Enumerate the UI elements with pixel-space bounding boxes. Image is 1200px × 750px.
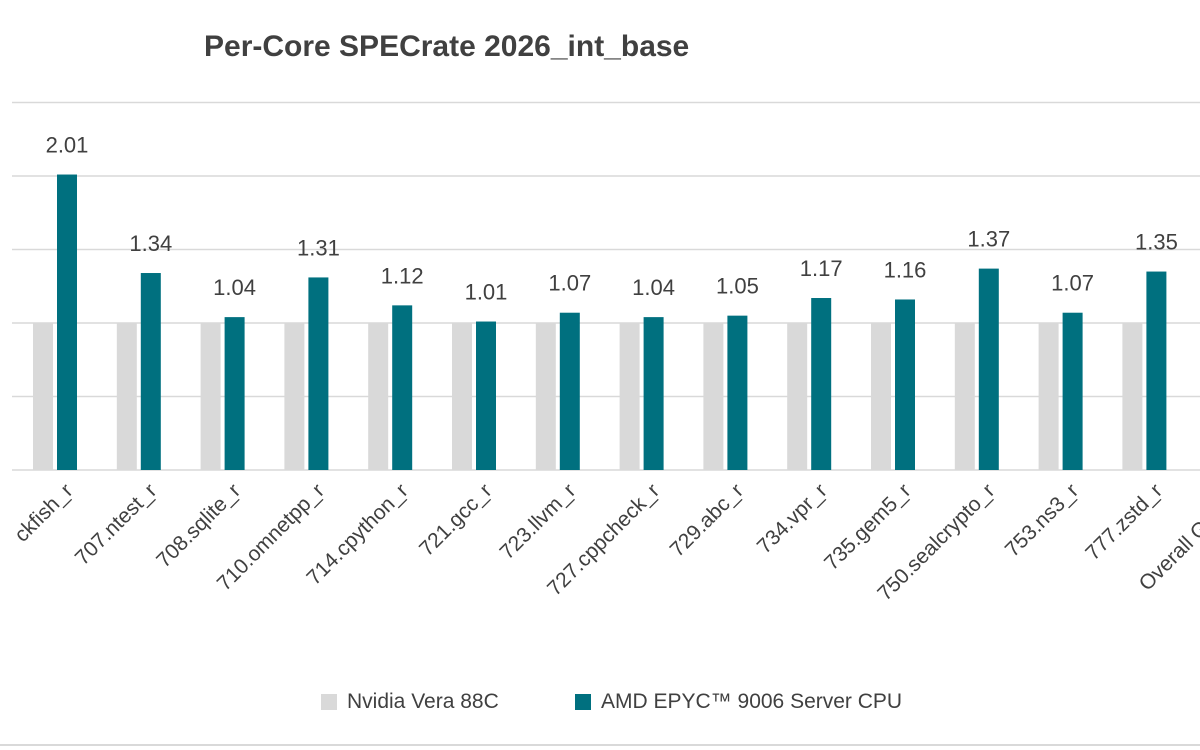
bar-nvidia-13: [1122, 323, 1143, 470]
bar-amd-11: [978, 268, 999, 470]
legend-item-nvidia: Nvidia Vera 88C: [321, 690, 499, 714]
bar-amd-13: [1146, 271, 1167, 470]
bar-nvidia-0: [33, 323, 53, 470]
bar-amd-8: [727, 315, 748, 470]
legend-label-amd: AMD EPYC™ 9006 Server CPU: [601, 690, 903, 713]
data-label-12: 1.07: [1051, 271, 1094, 296]
x-tick-label-0: ckfish_r: [10, 479, 77, 546]
x-tick-label-8: 729.abc_r: [666, 479, 748, 561]
x-tick-label-2: 708.sqlite_r: [152, 479, 245, 572]
data-label-10: 1.16: [884, 257, 927, 282]
data-label-4: 1.12: [381, 263, 424, 288]
bar-nvidia-6: [535, 323, 556, 470]
x-tick-label-6: 723.llvm_r: [496, 479, 581, 564]
data-label-11: 1.37: [967, 227, 1010, 252]
bar-nvidia-7: [619, 323, 640, 470]
chart-title: Per-Core SPECrate 2026_int_base: [204, 30, 690, 63]
bar-amd-3: [308, 277, 329, 470]
bar-amd-7: [643, 317, 664, 470]
bar-nvidia-1: [116, 323, 137, 470]
bar-amd-5: [476, 321, 496, 470]
bar-nvidia-9: [787, 323, 808, 470]
bar-nvidia-12: [1038, 323, 1059, 470]
x-tick-label-1: 707.ntest_r: [71, 479, 162, 570]
bar-amd-9: [811, 298, 832, 470]
data-label-13: 1.35: [1135, 230, 1178, 255]
data-label-5: 1.01: [465, 280, 508, 305]
legend-label-nvidia: Nvidia Vera 88C: [347, 690, 499, 713]
bar-nvidia-2: [200, 323, 221, 470]
legend-swatch-amd: [575, 694, 591, 710]
chart-legend: Nvidia Vera 88C AMD EPYC™ 9006 Server CP…: [0, 690, 1200, 722]
bar-nvidia-11: [954, 323, 975, 470]
bar-amd-12: [1062, 312, 1083, 470]
data-label-0: 2.01: [46, 133, 89, 158]
bar-amd-6: [559, 312, 580, 470]
bar-nvidia-4: [368, 323, 389, 470]
bar-amd-0: [57, 174, 77, 470]
x-tick-label-12: 753.ns3_r: [1001, 479, 1083, 561]
x-tick-label-9: 734.vpr_r: [753, 479, 832, 558]
bar-amd-2: [224, 317, 245, 470]
bar-nvidia-5: [452, 323, 472, 470]
data-label-6: 1.07: [548, 271, 591, 296]
frame-bottom-border: [0, 744, 1200, 746]
bar-nvidia-10: [871, 323, 891, 470]
bar-amd-1: [140, 273, 161, 470]
x-tick-label-5: 721.gcc_r: [415, 479, 496, 560]
bar-nvidia-8: [703, 323, 724, 470]
bar-amd-4: [392, 305, 413, 470]
data-label-1: 1.34: [129, 231, 172, 256]
data-label-8: 1.05: [716, 274, 759, 299]
legend-swatch-nvidia: [321, 694, 337, 710]
x-tick-label-13: 777.zstd_r: [1081, 479, 1167, 565]
data-label-9: 1.17: [800, 256, 843, 281]
data-label-2: 1.04: [213, 275, 256, 300]
data-label-3: 1.31: [297, 235, 340, 260]
bar-amd-10: [895, 299, 915, 470]
data-label-7: 1.04: [632, 275, 675, 300]
bar-nvidia-3: [284, 323, 305, 470]
legend-item-amd: AMD EPYC™ 9006 Server CPU: [575, 690, 902, 714]
